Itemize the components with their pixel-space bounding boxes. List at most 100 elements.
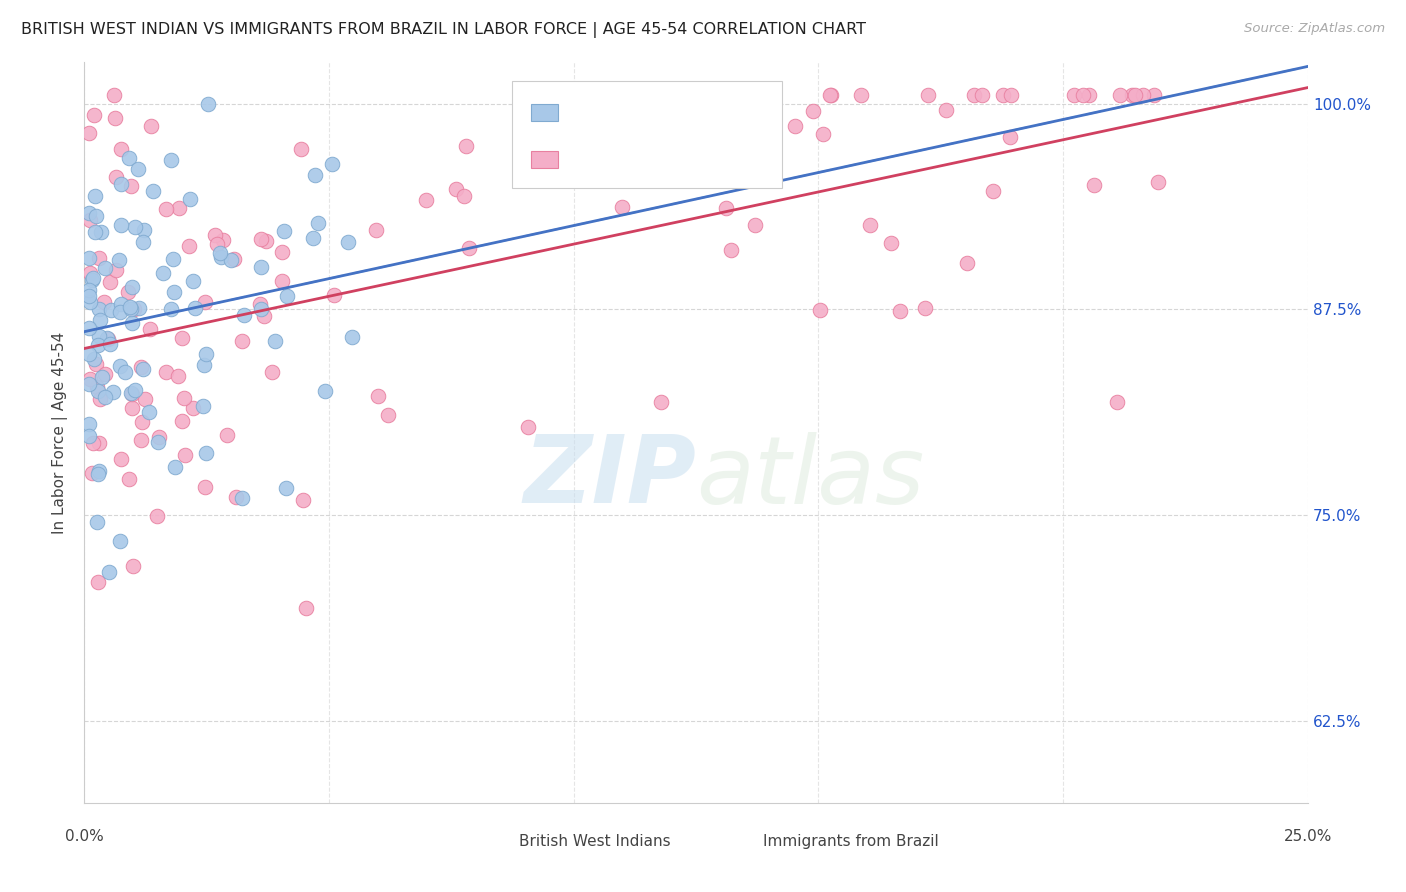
Point xyxy=(110,219,132,233)
Text: Immigrants from Brazil: Immigrants from Brazil xyxy=(763,834,939,849)
Text: N =: N = xyxy=(685,151,735,169)
Point xyxy=(79,251,101,265)
Point xyxy=(128,301,150,315)
Point xyxy=(163,460,186,475)
Text: 0.109: 0.109 xyxy=(619,103,673,121)
Point xyxy=(889,304,911,318)
Point xyxy=(225,490,247,504)
Point xyxy=(972,88,994,103)
Point xyxy=(77,206,100,220)
Point xyxy=(80,273,103,287)
Point xyxy=(211,233,233,247)
Point xyxy=(179,192,201,206)
Point xyxy=(720,243,742,257)
Point xyxy=(169,202,191,216)
Point xyxy=(337,235,360,249)
Point xyxy=(97,332,120,346)
Point xyxy=(444,182,467,196)
Point xyxy=(120,302,142,317)
Point xyxy=(222,252,245,266)
Point xyxy=(87,435,110,450)
Point xyxy=(91,369,114,384)
Point xyxy=(146,434,169,449)
Point xyxy=(138,405,160,419)
Point xyxy=(1063,88,1085,103)
Point xyxy=(453,189,475,203)
Point xyxy=(87,467,110,481)
Point xyxy=(991,88,1014,103)
Point xyxy=(260,365,283,379)
Point xyxy=(271,245,294,260)
Point xyxy=(139,322,162,336)
Point xyxy=(82,436,104,450)
FancyBboxPatch shape xyxy=(513,81,782,188)
Point xyxy=(87,337,110,351)
Point xyxy=(118,472,141,486)
Point xyxy=(321,157,343,171)
Point xyxy=(801,103,824,118)
Text: 89: 89 xyxy=(741,103,765,121)
Point xyxy=(110,452,132,467)
Point xyxy=(273,224,295,238)
Point xyxy=(77,417,100,432)
Point xyxy=(415,193,437,207)
Point xyxy=(121,280,143,294)
Point xyxy=(170,414,193,428)
Point xyxy=(249,297,271,311)
Point xyxy=(811,127,834,141)
Point xyxy=(84,225,107,239)
Point xyxy=(689,102,711,116)
Point xyxy=(879,235,901,250)
Point xyxy=(290,141,312,155)
Point xyxy=(1143,88,1166,103)
Text: R =: R = xyxy=(572,103,610,121)
Point xyxy=(107,253,129,268)
Point xyxy=(1073,88,1095,103)
Point xyxy=(217,427,239,442)
Point xyxy=(808,302,831,317)
Point xyxy=(231,491,253,505)
Point xyxy=(117,285,139,300)
Point xyxy=(87,464,110,478)
Point xyxy=(129,433,152,447)
Point xyxy=(103,88,125,103)
Point xyxy=(1109,88,1132,103)
Point xyxy=(118,151,141,165)
Point xyxy=(191,399,214,413)
Point xyxy=(367,389,389,403)
Point xyxy=(155,202,177,216)
Text: R =: R = xyxy=(572,151,610,169)
Point xyxy=(110,178,132,192)
Text: 116: 116 xyxy=(741,151,778,169)
Text: BRITISH WEST INDIAN VS IMMIGRANTS FROM BRAZIL IN LABOR FORCE | AGE 45-54 CORRELA: BRITISH WEST INDIAN VS IMMIGRANTS FROM B… xyxy=(21,22,866,38)
FancyBboxPatch shape xyxy=(531,152,558,168)
Point xyxy=(79,347,101,361)
Point xyxy=(148,430,170,444)
Point xyxy=(79,213,101,227)
Point xyxy=(122,558,145,573)
Text: Source: ZipAtlas.com: Source: ZipAtlas.com xyxy=(1244,22,1385,36)
Point xyxy=(152,266,174,280)
FancyBboxPatch shape xyxy=(488,833,513,849)
Point xyxy=(121,387,143,401)
Point xyxy=(96,331,118,345)
Point xyxy=(209,250,232,264)
Point xyxy=(134,392,156,407)
Point xyxy=(90,225,112,239)
Point xyxy=(110,297,132,311)
Point xyxy=(93,260,115,275)
Point xyxy=(204,228,226,243)
Point xyxy=(292,493,315,508)
Point xyxy=(77,283,100,297)
Point xyxy=(1123,88,1146,103)
Point xyxy=(155,365,177,379)
Point xyxy=(93,295,115,310)
Point xyxy=(83,189,105,203)
Point xyxy=(94,367,117,381)
Point xyxy=(163,285,186,300)
Point xyxy=(87,301,110,316)
Point xyxy=(87,328,110,343)
Point xyxy=(127,162,149,177)
Point xyxy=(197,96,219,111)
Point xyxy=(276,289,298,303)
